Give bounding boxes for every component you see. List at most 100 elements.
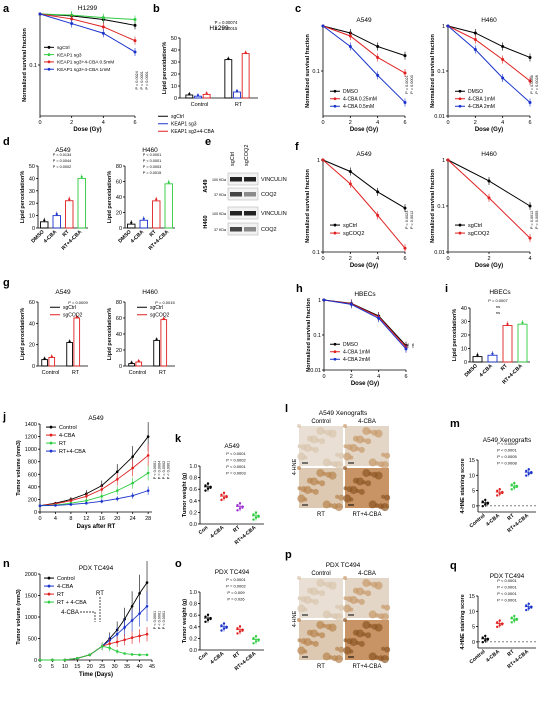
panel-k-title: A549 — [224, 443, 240, 450]
panel-l-ihc-cell — [352, 477, 359, 484]
panel-c-legend-marker — [333, 89, 337, 93]
panel-g-dot — [68, 340, 71, 343]
panel-b-ytick-label: 30 — [171, 60, 177, 66]
panel-h-point — [404, 347, 408, 351]
panel-g-ytick-label: 0 — [32, 364, 35, 370]
panel-d-xtick-label: RT — [62, 229, 72, 239]
panel-c2-xtick-label: 2 — [474, 120, 477, 126]
panel-p-ihc-cell — [343, 604, 352, 613]
panel-d2-pvalue: P = 0.0003 — [143, 165, 161, 169]
panel-e-blot-frame — [227, 172, 259, 186]
panel-p-bottom-label: RT+4-CBA — [352, 664, 381, 670]
panel-g-dot — [43, 357, 46, 360]
panel-j-point — [115, 497, 119, 501]
panel-i-title: HBECs — [489, 289, 511, 296]
panel-f-point — [348, 182, 352, 186]
panel-n-point — [138, 612, 141, 615]
panel-a-point — [101, 31, 105, 35]
panel-d-pvalue: P = 0.0134 — [53, 153, 71, 157]
panel-o-point — [236, 627, 239, 630]
panel-o-point — [220, 624, 223, 627]
panel-j-point — [146, 454, 150, 457]
panel-letter: h — [296, 283, 303, 295]
panel-j-pvalue: P < 0.0001 — [167, 461, 171, 479]
panel-c-xtick-label: 2 — [349, 120, 352, 126]
panel-l-row-label: 4-HNE — [292, 458, 298, 475]
panel-o-pvalue: P = 0.0002 — [226, 584, 246, 589]
panel-p-ihc-cell — [322, 610, 331, 619]
panel-f-xtick-label: 6 — [403, 256, 406, 262]
panel-l-ihc-cell — [312, 488, 319, 495]
panel-b-legend-text: sgCtrl — [171, 114, 184, 120]
panel-n-ytick-label: 500 — [28, 637, 37, 643]
panel-c-ylabel: Normalized survival fraction — [305, 34, 311, 108]
panel-b-bar — [233, 91, 241, 99]
panel-p-ihc-cell — [358, 640, 365, 647]
panel-j-ytick-label: 400 — [28, 485, 37, 491]
panel-i-ytick-label: 40 — [461, 306, 467, 312]
panel-p-ihc-cell — [362, 620, 371, 629]
panel-o-ytick-label: 0.0 — [189, 648, 197, 654]
panel-k-point — [220, 493, 223, 496]
panel-c2-ytick-label: 1 — [442, 24, 445, 30]
panel-m-ytick-label: 10 — [469, 473, 475, 479]
panel-a-legend-marker — [47, 53, 51, 57]
panel-n-legend-text: 4-CBA — [57, 584, 74, 590]
panel-k-point — [204, 489, 207, 492]
panel-j-legend-text: RT — [59, 441, 67, 447]
panel-letter: k — [175, 433, 182, 445]
panel-m-point — [496, 494, 499, 497]
panel-p-row-label: 4-HNE — [292, 610, 298, 627]
panel-l-ihc-cell — [300, 486, 307, 493]
panel-a-legend-marker — [47, 67, 51, 71]
panel-n-point — [130, 653, 134, 656]
panel-j-series-line — [39, 472, 149, 507]
panel-j-point — [146, 471, 150, 475]
panel-m-point — [496, 489, 499, 493]
panel-g-title: A549 — [55, 289, 71, 296]
panel-m-xtick-label: 4-CBA — [485, 513, 501, 528]
panel-n-point — [108, 646, 111, 650]
panel-d2-bar — [139, 219, 148, 229]
panel-b-legend-text: KEAP1 sg3+4-CBA — [171, 129, 215, 135]
panel-p-ihc-cell — [319, 590, 326, 597]
panel-q-xtick-label: 4-CBA — [485, 649, 501, 664]
panel-l-ihc-cell — [322, 500, 331, 509]
panel-letter: o — [175, 558, 182, 570]
panel-g2-ylabel: Lipid peroxidation% — [107, 308, 113, 361]
panel-l-ihc-cell — [362, 426, 371, 435]
panel-n-point — [63, 658, 67, 662]
panel-c-point — [403, 71, 407, 75]
panel-a-xtick-label: 2 — [70, 120, 73, 126]
panel-p-ihc-cell — [319, 632, 326, 639]
panel-c2-title: H460 — [481, 17, 497, 24]
panel-h-legend-marker — [333, 342, 337, 346]
panel-b-ytick-label: 10 — [171, 84, 177, 90]
panel-e-cell-line: A549 — [203, 179, 209, 192]
panel-e-marker: 37 KDa — [214, 193, 226, 197]
panel-g-xtick-label: Control — [42, 370, 60, 376]
panel-g-legend-text: sgCtrl — [63, 305, 76, 311]
panel-l-bottom-label: RT+4-CBA — [352, 512, 381, 518]
panel-m-xtick-label: Control — [469, 513, 487, 530]
panel-k-point — [236, 504, 239, 507]
panel-c2-point — [501, 58, 505, 62]
panel-g2-bar — [160, 319, 168, 367]
panel-q-xtick-label: Control — [469, 649, 487, 666]
panel-n-point — [88, 653, 92, 657]
panel-h-point — [349, 302, 353, 306]
panel-p-ihc-cell — [297, 646, 306, 655]
panel-m-ytick-label: 15 — [469, 458, 475, 464]
panel-p-ihc-cell — [384, 646, 391, 653]
panel-g2-legend-text: sgCtrl — [150, 305, 163, 311]
panel-d2-ytick-label: 60 — [116, 180, 122, 186]
panel-d2-bar — [152, 200, 161, 229]
panel-l-ihc-cell — [343, 466, 347, 470]
panel-f2-point — [446, 158, 450, 162]
panel-c2-ylabel: Normalized survival fraction — [430, 34, 436, 108]
panel-j-xtick-label: 28 — [145, 516, 151, 522]
panel-h-legend-marker — [333, 350, 337, 354]
panel-f2-xlabel: Dose (Gy) — [475, 263, 503, 269]
panel-n-point — [115, 632, 119, 636]
panel-f2-legend-text: sgCOQ2 — [468, 231, 489, 237]
